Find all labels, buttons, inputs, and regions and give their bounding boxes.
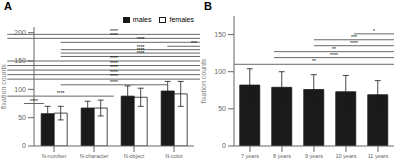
- svg-text:150: 150: [214, 31, 226, 38]
- svg-text:****: ****: [137, 44, 145, 50]
- svg-text:****: ****: [110, 79, 118, 85]
- svg-text:****: ****: [30, 98, 38, 104]
- svg-text:**: **: [312, 58, 316, 64]
- svg-text:***: ***: [191, 40, 197, 46]
- html-text:A: A: [4, 0, 12, 12]
- svg-text:N-object: N-object: [124, 153, 145, 159]
- svg-text:8 years: 8 years: [273, 153, 291, 159]
- html-text:males: males: [132, 16, 152, 23]
- svg-text:**: **: [332, 46, 336, 52]
- svg-text:0: 0: [22, 142, 26, 149]
- svg-text:100: 100: [14, 86, 26, 93]
- svg-text:150: 150: [14, 57, 26, 64]
- svg-text:10 years: 10 years: [335, 153, 356, 159]
- svg-text:7 years: 7 years: [241, 153, 259, 159]
- svg-text:9 years: 9 years: [305, 153, 323, 159]
- svg-text:200: 200: [14, 29, 26, 36]
- svg-text:11 years: 11 years: [368, 153, 389, 159]
- svg-text:***: ***: [351, 34, 357, 40]
- svg-text:N-character: N-character: [80, 153, 109, 159]
- svg-text:****: ****: [57, 90, 65, 96]
- svg-text:****: ****: [110, 55, 118, 61]
- svg-text:N-color: N-color: [165, 153, 183, 159]
- svg-text:****: ****: [110, 28, 118, 34]
- html-text:females: females: [169, 16, 194, 23]
- svg-text:0: 0: [222, 142, 226, 149]
- svg-text:N-number: N-number: [42, 153, 67, 159]
- svg-text:*: *: [373, 28, 375, 34]
- svg-text:50: 50: [18, 114, 26, 121]
- html-text:B: B: [204, 0, 212, 12]
- svg-text:50: 50: [218, 105, 226, 112]
- svg-text:****: ****: [330, 52, 338, 58]
- svg-text:fixation counts: fixation counts: [200, 58, 207, 103]
- svg-text:****: ****: [350, 40, 358, 46]
- svg-text:100: 100: [214, 68, 226, 75]
- svg-text:****: ****: [137, 36, 145, 42]
